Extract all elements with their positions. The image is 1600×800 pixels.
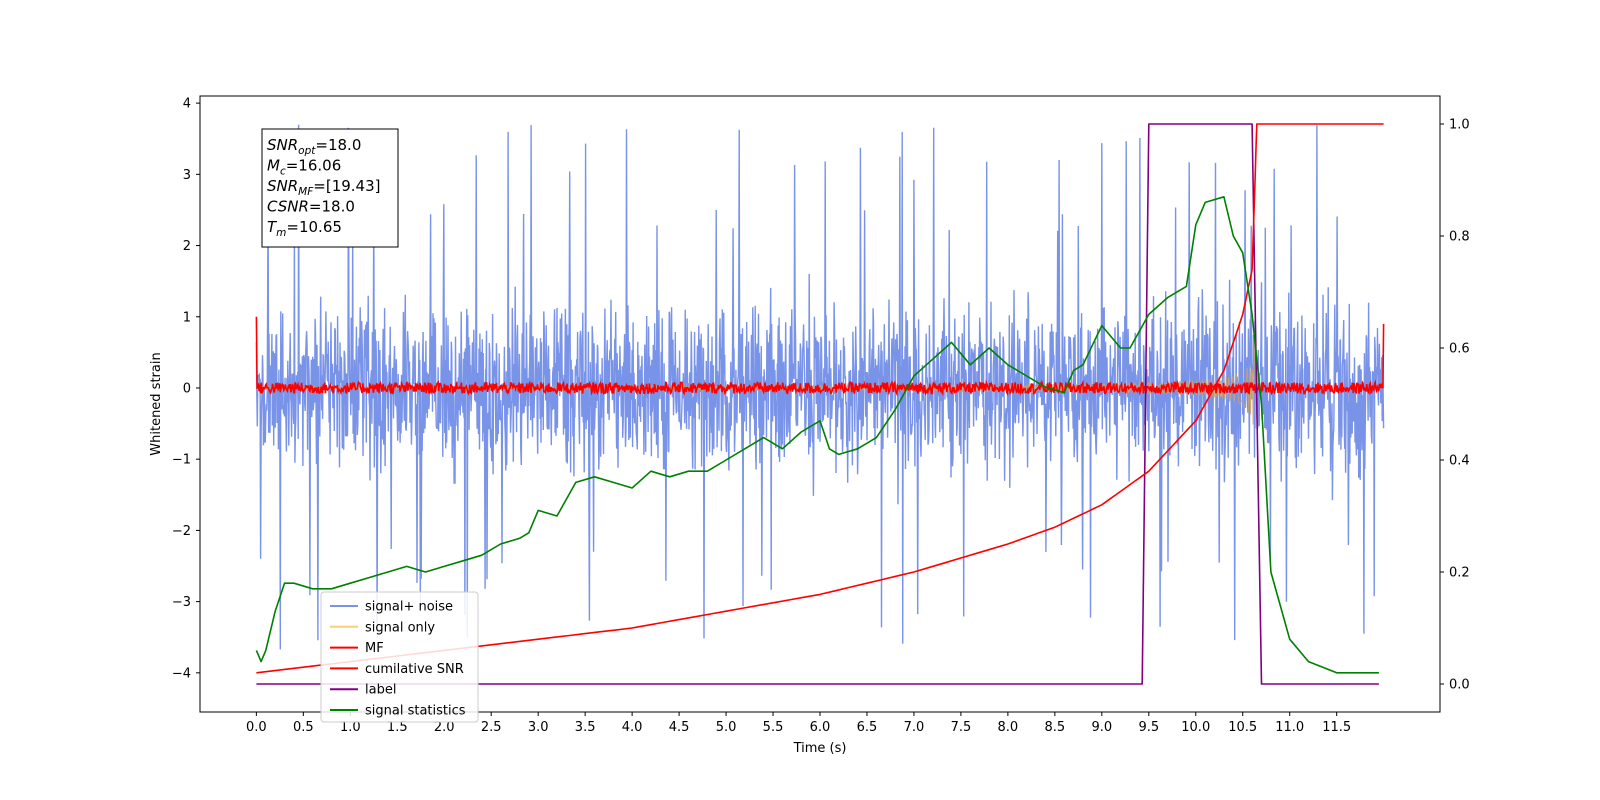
x-tick-label: 6.5 <box>857 720 878 735</box>
series-label-line <box>256 123 1379 685</box>
y-left-tick-label: 1 <box>183 310 191 325</box>
series-cumulative-snr-line <box>256 123 1384 674</box>
y-right-tick-label: 0.0 <box>1449 678 1470 693</box>
info-value: =18.0 <box>309 198 355 216</box>
legend-frame <box>320 591 479 723</box>
info-value: =[19.43] <box>313 177 380 195</box>
legend-label: cumilative SNR <box>365 662 464 677</box>
plot-area <box>255 123 1385 685</box>
y-right-tick-label: 0.2 <box>1449 566 1470 581</box>
legend-label: signal only <box>365 620 435 635</box>
y-left-tick-label: −4 <box>172 666 191 681</box>
x-tick-label: 0.5 <box>293 720 314 735</box>
info-symbol: SNR <box>267 177 298 195</box>
x-tick-label: 3.5 <box>575 720 596 735</box>
x-tick-label: 2.5 <box>481 720 502 735</box>
info-symbol: M <box>267 157 280 175</box>
info-box-line: CSNR=18.0 <box>267 198 355 216</box>
info-box: SNRopt=18.0Mc=16.06SNRMF=[19.43]CSNR=18.… <box>261 128 399 248</box>
y-left-tick-label: −1 <box>172 453 191 468</box>
y-right-tick-label: 0.6 <box>1449 342 1470 357</box>
x-tick-label: 5.0 <box>716 720 737 735</box>
x-axis-label: Time (s) <box>793 741 847 756</box>
x-tick-label: 2.0 <box>434 720 455 735</box>
x-tick-label: 8.5 <box>1045 720 1066 735</box>
x-tick-label: 11.0 <box>1275 720 1304 735</box>
info-value: =16.06 <box>286 157 342 175</box>
x-tick-label: 0.0 <box>246 720 267 735</box>
legend-label: signal+ noise <box>365 600 453 615</box>
info-symbol: SNR <box>267 136 298 154</box>
y-left-tick-label: 0 <box>183 381 191 396</box>
info-box-line: Mc=16.06 <box>267 157 341 178</box>
x-tick-label: 4.0 <box>622 720 643 735</box>
info-box-line: SNRopt=18.0 <box>267 136 361 157</box>
x-tick-label: 6.0 <box>810 720 831 735</box>
y-right-tick-label: 0.8 <box>1449 230 1470 245</box>
info-box-line: Tm=10.65 <box>267 218 342 239</box>
series-signal-noise-line <box>255 124 1385 650</box>
info-subscript: m <box>276 227 286 239</box>
y-left-tick-label: 3 <box>183 168 191 183</box>
x-tick-label: 10.0 <box>1181 720 1210 735</box>
info-box-frame <box>261 128 399 248</box>
x-tick-label: 8.0 <box>998 720 1019 735</box>
y-left-tick-label: −3 <box>172 595 191 610</box>
x-tick-label: 9.5 <box>1138 720 1159 735</box>
x-tick-label: 3.0 <box>528 720 549 735</box>
info-value: =18.0 <box>315 136 361 154</box>
legend-label: signal statistics <box>365 704 466 719</box>
x-tick-label: 7.0 <box>904 720 925 735</box>
y-axis-label: Whitened strain <box>149 352 164 455</box>
x-tick-label: 10.5 <box>1228 720 1257 735</box>
series-mf-line <box>255 316 1385 397</box>
y-left-tick-label: 2 <box>183 239 191 254</box>
info-subscript: opt <box>298 145 316 157</box>
y-left-tick-label: −2 <box>172 524 191 539</box>
legend-label: label <box>365 683 396 698</box>
info-value: =10.65 <box>286 218 342 236</box>
info-subscript: MF <box>298 186 314 198</box>
x-tick-label: 4.5 <box>669 720 690 735</box>
x-tick-label: 1.0 <box>340 720 361 735</box>
y-left-tick-label: 4 <box>183 97 191 112</box>
info-subscript: c <box>280 166 286 178</box>
x-tick-label: 7.5 <box>951 720 972 735</box>
info-box-line: SNRMF=[19.43] <box>267 177 381 198</box>
legend: signal+ noise signal only MF cumilative SNR… <box>320 591 479 723</box>
y-right-tick-label: 0.4 <box>1449 454 1470 469</box>
x-tick-label: 5.5 <box>763 720 784 735</box>
y-right-tick-label: 1.0 <box>1449 118 1470 133</box>
axis-ticks: 0.0 0.5 1.0 1.5 2.0 2.5 3.0 3.5 4.0 4.5 5.0 5.5 6.0 6… <box>172 97 1470 735</box>
x-tick-label: 11.5 <box>1322 720 1351 735</box>
legend-label: MF <box>365 641 384 656</box>
info-symbol: CSNR <box>267 198 309 216</box>
x-tick-label: 1.5 <box>387 720 408 735</box>
x-tick-label: 9.0 <box>1091 720 1112 735</box>
info-symbol: T <box>267 218 278 236</box>
series-signal-statistics-line <box>255 196 1379 674</box>
